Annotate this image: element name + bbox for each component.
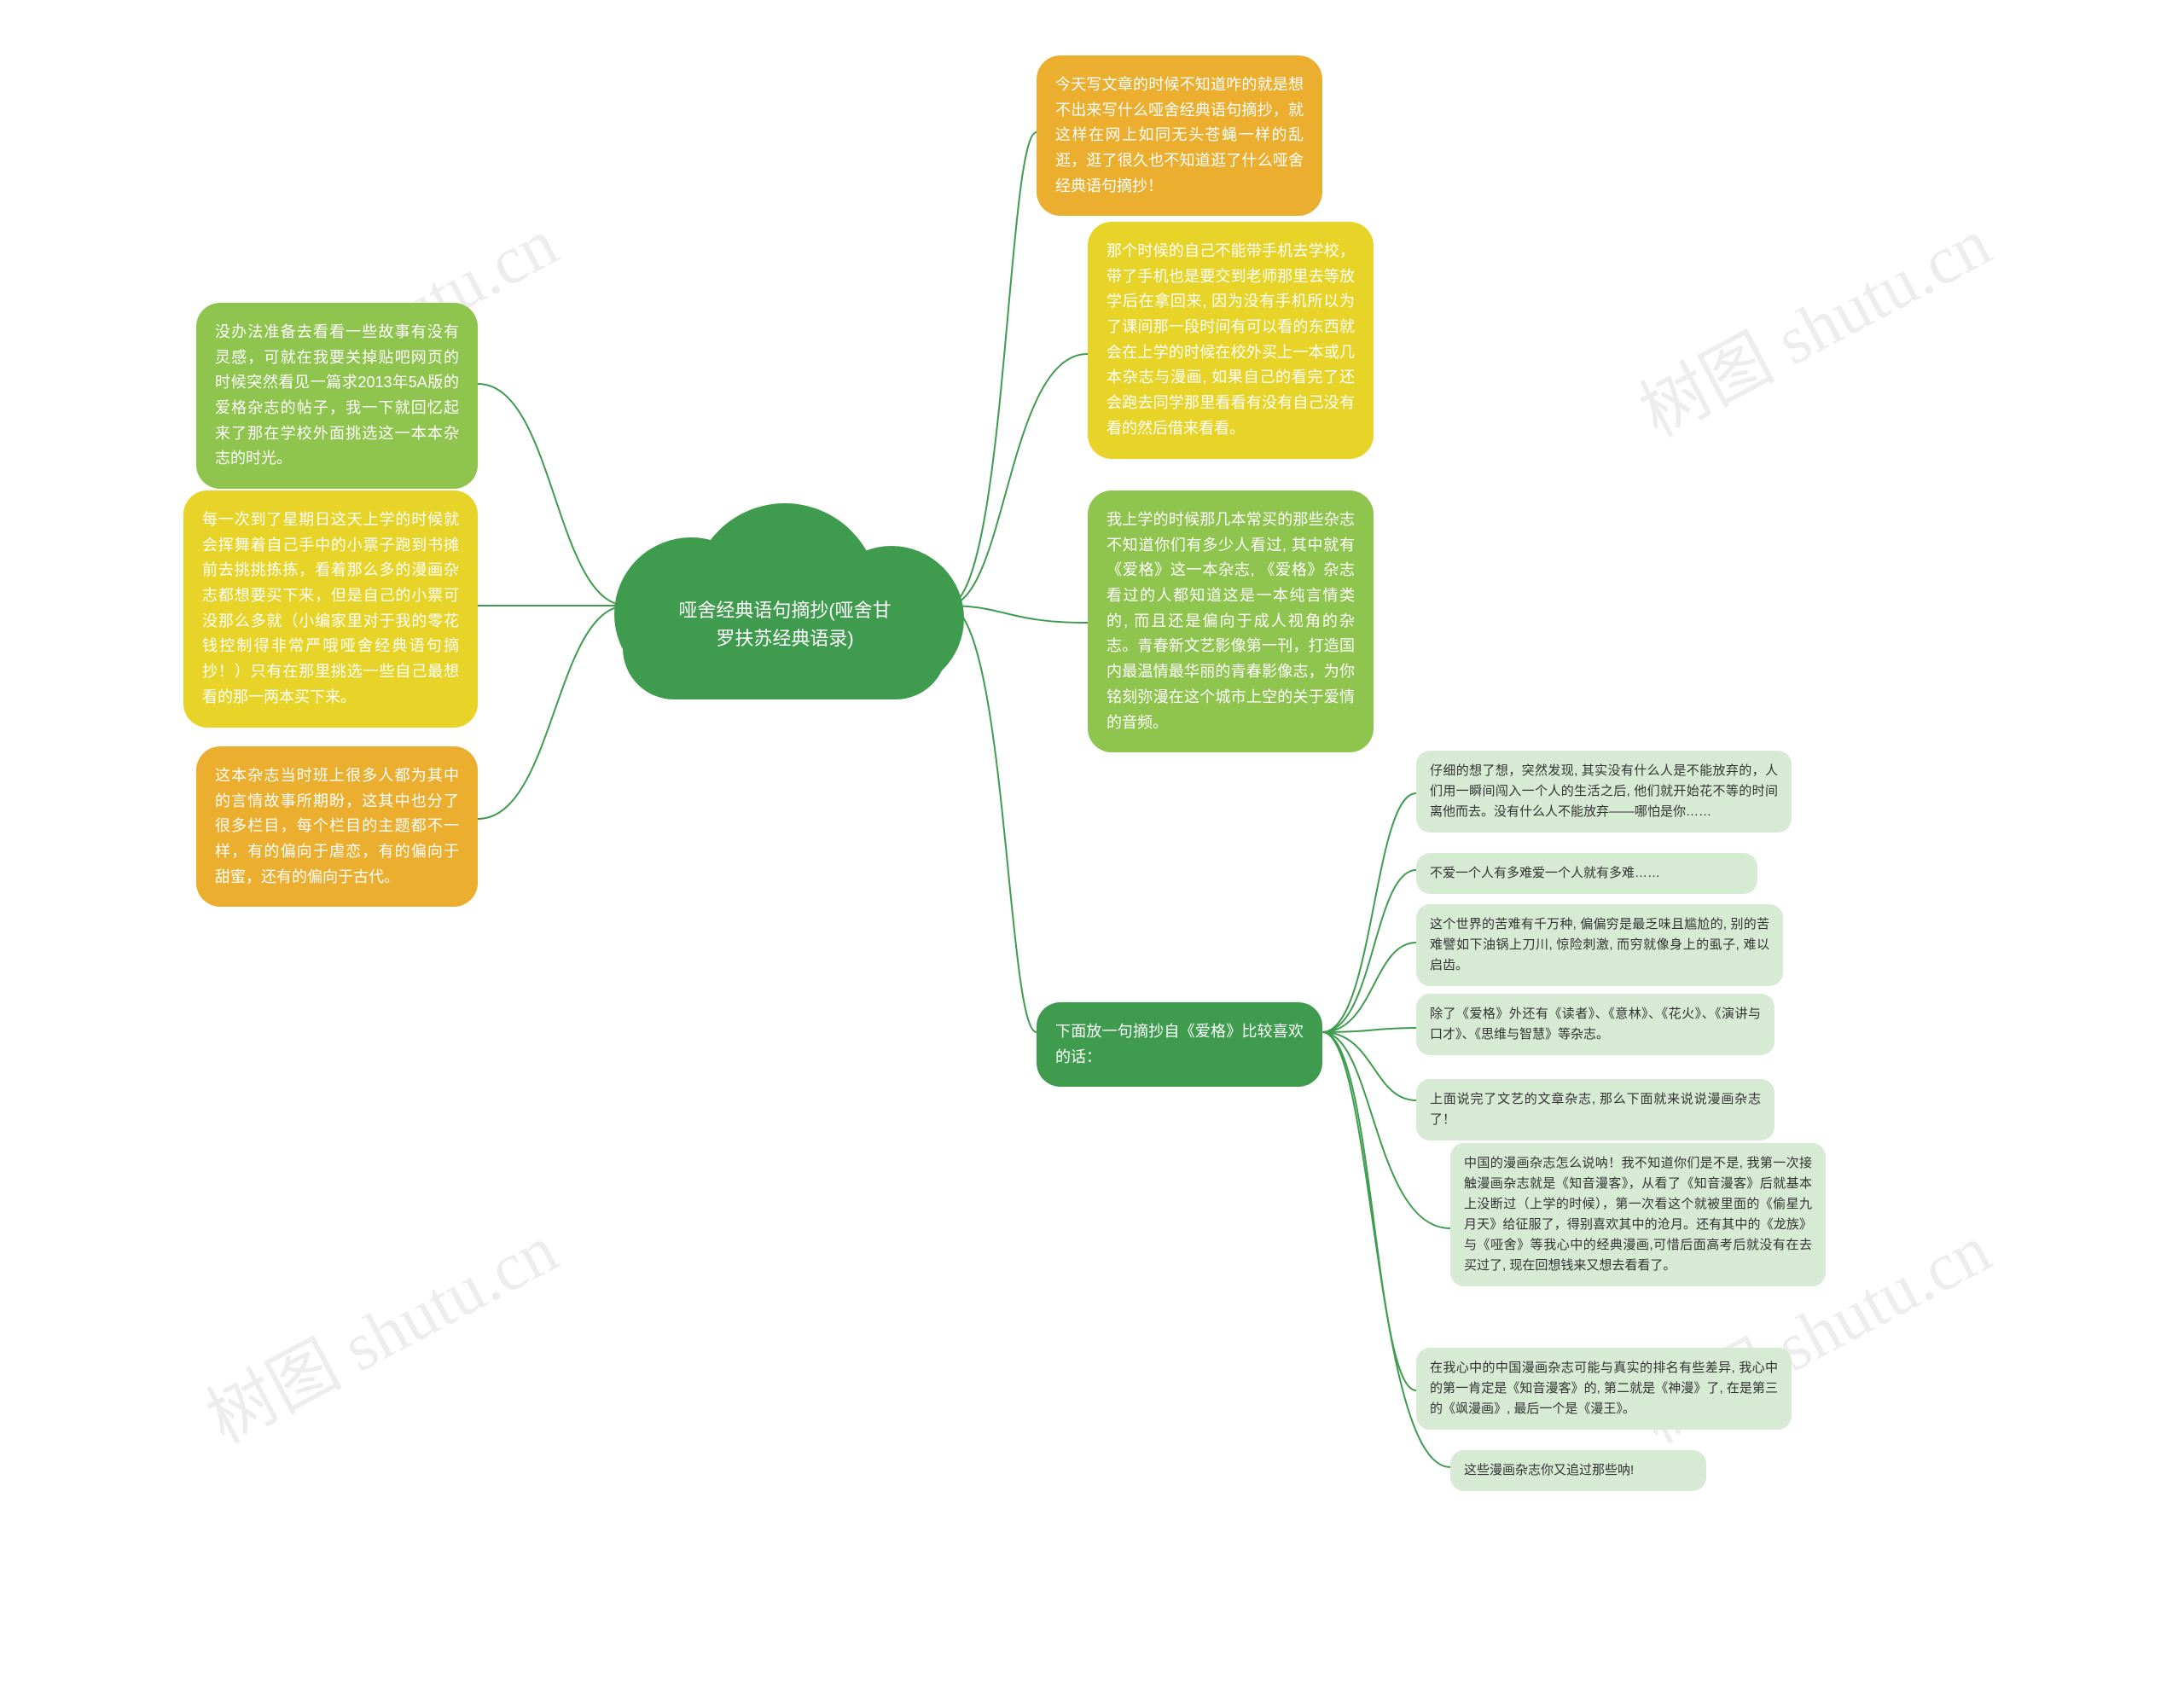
connector (1322, 793, 1416, 1032)
branch-node: 我上学的时候那几本常买的那些杂志不知道你们有多少人看过, 其中就有《爱格》这一本… (1088, 490, 1374, 752)
watermark: 树图 shutu.cn (1620, 189, 2005, 456)
branch-node: 下面放一句摘抄自《爱格》比较喜欢的话： (1037, 1002, 1322, 1087)
branch-node: 这本杂志当时班上很多人都为其中的言情故事所期盼，这其中也分了很多栏目，每个栏目的… (196, 746, 478, 907)
watermark: 树图 shutu.cn (187, 1195, 572, 1462)
leaf-node: 不爱一个人有多难爱一个人就有多难…… (1416, 853, 1757, 894)
leaf-node: 这些漫画杂志你又追过那些呐! (1450, 1450, 1706, 1491)
branch-node: 没办法准备去看看一些故事有没有灵感，可就在我要关掉贴吧网页的时候突然看见一篇求2… (196, 303, 478, 489)
leaf-node: 上面说完了文艺的文章杂志, 那么下面就来说说漫画杂志了！ (1416, 1079, 1774, 1140)
connector (1322, 1028, 1416, 1032)
leaf-node: 除了《爱格》外还有《读者》、《意林》、《花火》、《演讲与口才》、《思维与智慧》等… (1416, 994, 1774, 1055)
connector (1322, 943, 1416, 1032)
center-node: 哑舍经典语句摘抄(哑舍甘罗扶苏经典语录) (597, 486, 973, 725)
leaf-node: 仔细的想了想，突然发现, 其实没有什么人是不能放弃的，人们用一瞬间闯入一个人的生… (1416, 751, 1792, 833)
connector (1322, 1032, 1416, 1100)
leaf-node: 在我心中的中国漫画杂志可能与真实的排名有些差异, 我心中的第一肯定是《知音漫客》… (1416, 1348, 1792, 1430)
branch-node: 今天写文章的时候不知道咋的就是想不出来写什么哑舍经典语句摘抄，就这样在网上如同无… (1037, 55, 1322, 216)
branch-node: 那个时候的自己不能带手机去学校，带了手机也是要交到老师那里去等放学后在拿回来, … (1088, 222, 1374, 459)
connector (1322, 1032, 1416, 1390)
branch-node: 每一次到了星期日这天上学的时候就会挥舞着自己手中的小票子跑到书摊前去挑挑拣拣，看… (183, 490, 478, 728)
leaf-node: 中国的漫画杂志怎么说呐！我不知道你们是不是, 我第一次接触漫画杂志就是《知音漫客… (1450, 1143, 1826, 1286)
connector (1322, 870, 1416, 1032)
center-title: 哑舍经典语句摘抄(哑舍甘罗扶苏经典语录) (597, 596, 973, 653)
leaf-node: 这个世界的苦难有千万种, 偏偏穷是最乏味且尴尬的, 别的苦难譬如下油锅上刀川, … (1416, 904, 1783, 986)
